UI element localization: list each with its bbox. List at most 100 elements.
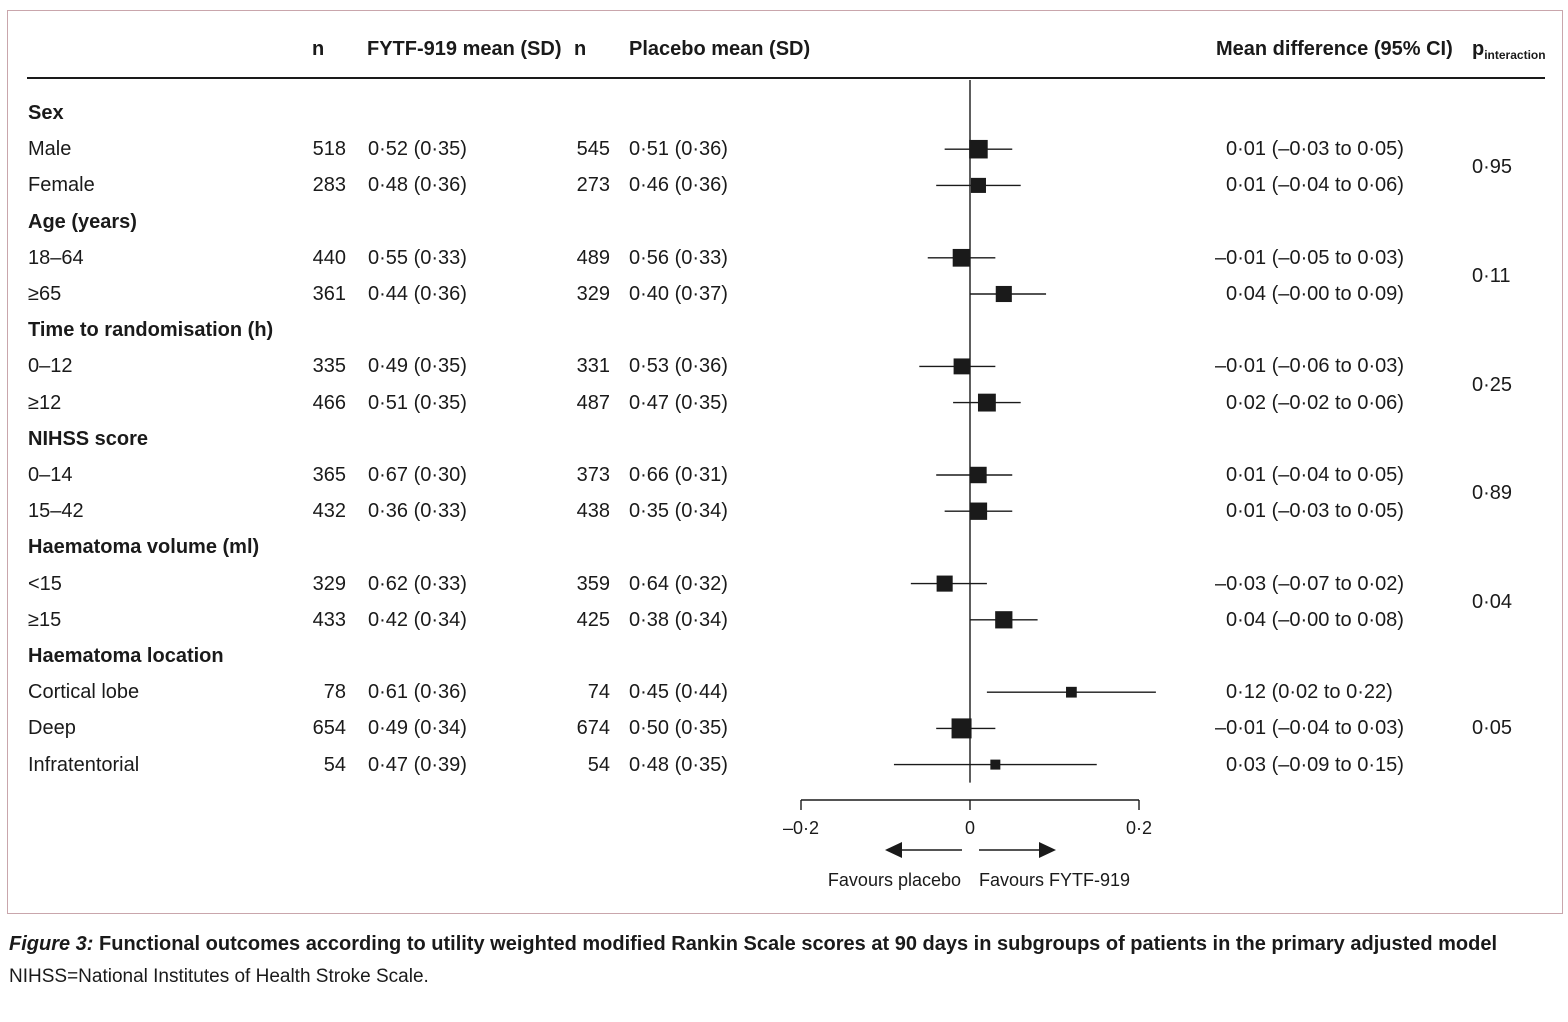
- placebo-mean-sd: 0·35 (0·34): [629, 500, 728, 523]
- placebo-mean-sd: 0·64 (0·32): [629, 572, 728, 595]
- fytf-mean-sd: 0·61 (0·36): [368, 681, 467, 704]
- fytf-mean-sd: 0·55 (0·33): [368, 246, 467, 269]
- n-placebo: 329: [576, 283, 610, 305]
- header-placebo-mean: Placebo mean (SD): [629, 38, 811, 60]
- p-interaction-value: 0·05: [1472, 717, 1513, 740]
- header-n-fytf: n: [312, 38, 325, 60]
- p-interaction-value: 0·04: [1472, 590, 1513, 613]
- header-p-letter: p: [1472, 38, 1485, 60]
- n-fytf: 361: [312, 283, 346, 305]
- row-label: ≥12: [28, 391, 62, 414]
- n-placebo: 331: [576, 355, 610, 378]
- n-placebo: 373: [576, 464, 610, 486]
- n-placebo: 438: [576, 500, 610, 523]
- placebo-mean-sd: 0·53 (0·36): [629, 355, 728, 378]
- n-fytf: 440: [312, 246, 346, 269]
- mean-difference-ci: –0·01 (–0·04 to 0·03): [1215, 717, 1405, 740]
- fytf-mean-sd: 0·48 (0·36): [368, 174, 467, 197]
- n-placebo: 359: [576, 572, 610, 595]
- subgroup-heading: Sex: [28, 102, 64, 124]
- placebo-mean-sd: 0·45 (0·44): [629, 681, 728, 704]
- fytf-mean-sd: 0·49 (0·35): [368, 355, 467, 378]
- row-label: Female: [28, 174, 95, 197]
- fytf-mean-sd: 0·52 (0·35): [368, 138, 467, 161]
- fytf-mean-sd: 0·51 (0·35): [368, 391, 467, 414]
- fytf-mean-sd: 0·67 (0·30): [368, 464, 467, 486]
- mean-difference-ci: 0·01 (–0·03 to 0·05): [1226, 138, 1404, 161]
- mean-difference-ci: 0·01 (–0·04 to 0·05): [1226, 464, 1404, 486]
- header-p-interaction: pinteraction: [1472, 38, 1546, 62]
- fytf-mean-sd: 0·49 (0·34): [368, 717, 467, 740]
- placebo-mean-sd: 0·40 (0·37): [629, 283, 728, 305]
- mean-difference-ci: –0·01 (–0·05 to 0·03): [1215, 246, 1405, 269]
- n-fytf: 365: [312, 464, 346, 486]
- row-label: 0–14: [28, 464, 73, 486]
- placebo-mean-sd: 0·66 (0·31): [629, 464, 728, 486]
- n-fytf: 54: [323, 753, 346, 776]
- row-label: 0–12: [28, 355, 73, 378]
- n-placebo: 425: [576, 608, 610, 631]
- placebo-mean-sd: 0·46 (0·36): [629, 174, 728, 197]
- row-label: ≥65: [28, 283, 62, 305]
- placebo-mean-sd: 0·47 (0·35): [629, 391, 728, 414]
- header-p-subscript: interaction: [1484, 48, 1546, 62]
- header-n-placebo: n: [574, 38, 587, 60]
- mean-difference-ci: 0·02 (–0·02 to 0·06): [1226, 391, 1404, 414]
- header-mean-difference: Mean difference (95% CI): [1216, 38, 1453, 60]
- mean-difference-ci: 0·04 (–0·00 to 0·09): [1226, 283, 1404, 305]
- subgroup-heading: Haematoma volume (ml): [28, 536, 260, 559]
- placebo-mean-sd: 0·56 (0·33): [629, 246, 728, 269]
- placebo-mean-sd: 0·48 (0·35): [629, 753, 728, 776]
- n-fytf: 335: [312, 355, 346, 378]
- placebo-mean-sd: 0·50 (0·35): [629, 717, 728, 740]
- row-label: Cortical lobe: [28, 681, 140, 704]
- mean-difference-ci: 0·01 (–0·03 to 0·05): [1226, 500, 1404, 523]
- mean-difference-ci: –0·03 (–0·07 to 0·02): [1215, 572, 1405, 595]
- p-interaction-value: 0·89: [1472, 482, 1513, 505]
- row-label: ≥15: [28, 608, 62, 631]
- n-placebo: 273: [576, 174, 610, 197]
- header-fytf-mean: FYTF-919 mean (SD): [367, 38, 562, 60]
- n-fytf: 78: [323, 681, 346, 704]
- n-fytf: 283: [312, 174, 346, 197]
- n-fytf: 329: [312, 572, 346, 595]
- p-interaction-value: 0·95: [1472, 156, 1513, 179]
- subgroup-heading: Haematoma location: [28, 645, 224, 667]
- mean-difference-ci: 0·04 (–0·00 to 0·08): [1226, 608, 1404, 631]
- fytf-mean-sd: 0·42 (0·34): [368, 608, 467, 631]
- row-label: 15–42: [28, 500, 84, 523]
- row-label: Male: [28, 138, 72, 161]
- n-fytf: 466: [312, 391, 346, 414]
- n-placebo: 545: [576, 138, 610, 161]
- subgroup-heading: NIHSS score: [28, 427, 149, 450]
- fytf-mean-sd: 0·44 (0·36): [368, 283, 467, 305]
- row-label: Infratentorial: [28, 753, 140, 776]
- p-interaction-value: 0·25: [1472, 373, 1513, 396]
- fytf-mean-sd: 0·62 (0·33): [368, 572, 467, 595]
- fytf-mean-sd: 0·47 (0·39): [368, 753, 467, 776]
- n-placebo: 489: [576, 246, 610, 269]
- mean-difference-ci: 0·03 (–0·09 to 0·15): [1226, 753, 1404, 776]
- figure-caption: Figure 3: Functional outcomes according …: [9, 933, 1497, 956]
- subgroup-heading: Time to randomisation (h): [28, 319, 274, 342]
- footnote: NIHSS=National Institutes of Health Stro…: [9, 966, 429, 987]
- n-fytf: 432: [312, 500, 346, 523]
- figure-label: Figure 3:: [9, 933, 94, 955]
- mean-difference-ci: 0·01 (–0·04 to 0·06): [1226, 174, 1404, 197]
- p-interaction-value: 0·11: [1472, 264, 1511, 287]
- fytf-mean-sd: 0·36 (0·33): [368, 500, 467, 523]
- placebo-mean-sd: 0·38 (0·34): [629, 608, 728, 631]
- header-rule: [27, 77, 1545, 79]
- figure-frame: [7, 10, 1563, 914]
- n-fytf: 654: [312, 717, 346, 740]
- n-placebo: 54: [587, 753, 610, 776]
- n-placebo: 74: [587, 681, 610, 704]
- mean-difference-ci: –0·01 (–0·06 to 0·03): [1215, 355, 1405, 378]
- row-label: 18–64: [28, 246, 84, 269]
- mean-difference-ci: 0·12 (0·02 to 0·22): [1226, 681, 1393, 704]
- n-placebo: 487: [576, 391, 610, 414]
- subgroup-heading: Age (years): [28, 210, 137, 233]
- caption-text: Functional outcomes according to utility…: [93, 933, 1498, 955]
- row-label: <15: [28, 572, 62, 595]
- n-placebo: 674: [576, 717, 610, 740]
